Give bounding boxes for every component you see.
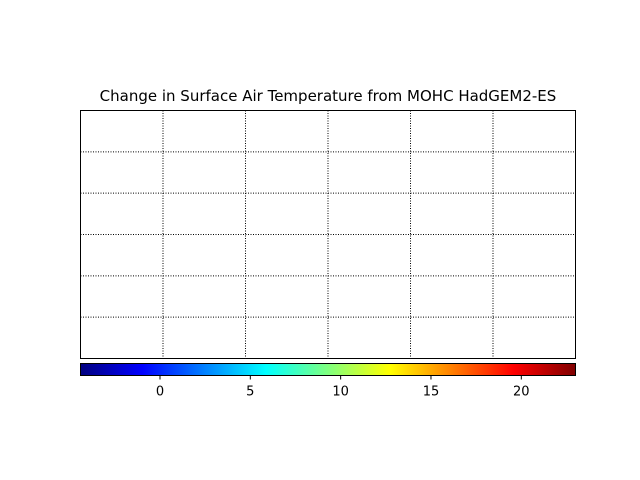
colorbar-ticks: 0 5 10 15 20 <box>156 375 530 400</box>
colorbar-tick-label: 10 <box>332 385 349 400</box>
colorbar-tick-label: 20 <box>513 385 530 400</box>
chart-title: Change in Surface Air Temperature from M… <box>100 87 557 105</box>
grid-lines <box>80 110 576 359</box>
colorbar-tick-label: 5 <box>246 385 254 400</box>
colorbar-tick-label: 15 <box>423 385 440 400</box>
colorbar-gradient <box>80 363 576 376</box>
plot-frame <box>80 110 576 359</box>
plot-area <box>80 110 576 359</box>
colorbar: 0 5 10 15 20 <box>80 363 576 400</box>
colorbar-tick-label: 0 <box>156 385 164 400</box>
